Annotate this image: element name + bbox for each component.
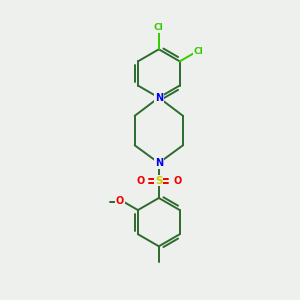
Text: N: N: [155, 93, 163, 103]
Text: O: O: [173, 176, 181, 186]
Text: Cl: Cl: [193, 47, 203, 56]
Text: O: O: [116, 196, 124, 206]
Text: N: N: [155, 158, 163, 168]
Text: S: S: [155, 176, 163, 186]
Text: Cl: Cl: [154, 23, 164, 32]
Text: O: O: [136, 176, 144, 186]
